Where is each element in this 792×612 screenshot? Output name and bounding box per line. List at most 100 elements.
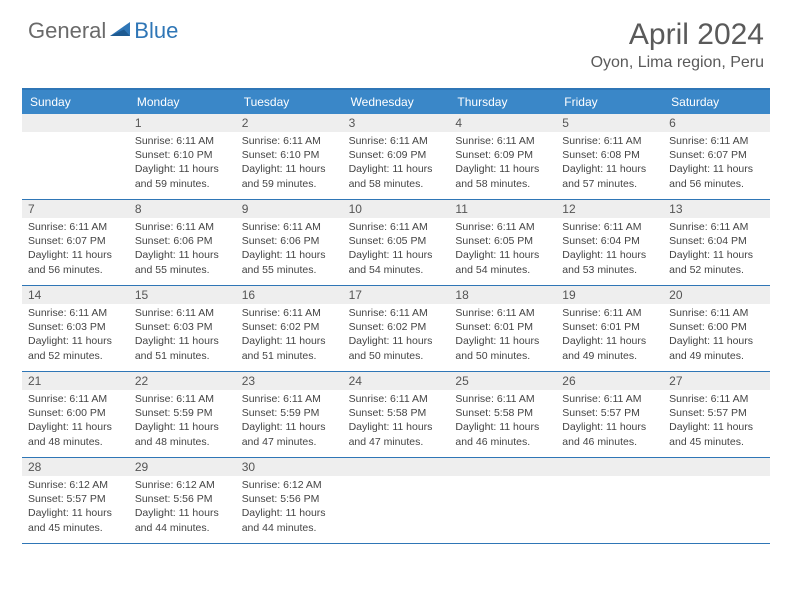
day-number: 17 <box>343 286 450 304</box>
calendar-cell: 14Sunrise: 6:11 AMSunset: 6:03 PMDayligh… <box>22 286 129 371</box>
cell-body: Sunrise: 6:11 AMSunset: 6:09 PMDaylight:… <box>343 132 450 195</box>
daylight-text: Daylight: 11 hours and 47 minutes. <box>349 420 444 448</box>
calendar-cell: 17Sunrise: 6:11 AMSunset: 6:02 PMDayligh… <box>343 286 450 371</box>
calendar-cell: 30Sunrise: 6:12 AMSunset: 5:56 PMDayligh… <box>236 458 343 543</box>
week-row: 7Sunrise: 6:11 AMSunset: 6:07 PMDaylight… <box>22 200 770 286</box>
day-number: 12 <box>556 200 663 218</box>
daylight-text: Daylight: 11 hours and 44 minutes. <box>242 506 337 534</box>
calendar-cell: 24Sunrise: 6:11 AMSunset: 5:58 PMDayligh… <box>343 372 450 457</box>
calendar-cell: 12Sunrise: 6:11 AMSunset: 6:04 PMDayligh… <box>556 200 663 285</box>
calendar-cell: 10Sunrise: 6:11 AMSunset: 6:05 PMDayligh… <box>343 200 450 285</box>
sunrise-text: Sunrise: 6:11 AM <box>349 134 444 148</box>
day-number: 3 <box>343 114 450 132</box>
daylight-text: Daylight: 11 hours and 57 minutes. <box>562 162 657 190</box>
day-number: 2 <box>236 114 343 132</box>
day-number: 19 <box>556 286 663 304</box>
week-row: 14Sunrise: 6:11 AMSunset: 6:03 PMDayligh… <box>22 286 770 372</box>
cell-body: Sunrise: 6:11 AMSunset: 6:09 PMDaylight:… <box>449 132 556 195</box>
daylight-text: Daylight: 11 hours and 46 minutes. <box>562 420 657 448</box>
day-header-monday: Monday <box>129 90 236 114</box>
calendar-cell: 22Sunrise: 6:11 AMSunset: 5:59 PMDayligh… <box>129 372 236 457</box>
week-row: 28Sunrise: 6:12 AMSunset: 5:57 PMDayligh… <box>22 458 770 544</box>
day-number: 8 <box>129 200 236 218</box>
weeks-container: 1Sunrise: 6:11 AMSunset: 6:10 PMDaylight… <box>22 114 770 544</box>
calendar: Sunday Monday Tuesday Wednesday Thursday… <box>22 88 770 544</box>
daylight-text: Daylight: 11 hours and 55 minutes. <box>242 248 337 276</box>
sunrise-text: Sunrise: 6:11 AM <box>669 220 764 234</box>
sunset-text: Sunset: 5:58 PM <box>455 406 550 420</box>
sunset-text: Sunset: 6:09 PM <box>455 148 550 162</box>
day-number: 15 <box>129 286 236 304</box>
sunrise-text: Sunrise: 6:11 AM <box>135 134 230 148</box>
cell-body: Sunrise: 6:11 AMSunset: 6:05 PMDaylight:… <box>449 218 556 281</box>
cell-body: Sunrise: 6:11 AMSunset: 5:59 PMDaylight:… <box>236 390 343 453</box>
cell-body: Sunrise: 6:12 AMSunset: 5:57 PMDaylight:… <box>22 476 129 539</box>
calendar-cell <box>556 458 663 543</box>
cell-body: Sunrise: 6:11 AMSunset: 5:58 PMDaylight:… <box>449 390 556 453</box>
calendar-cell: 1Sunrise: 6:11 AMSunset: 6:10 PMDaylight… <box>129 114 236 199</box>
daylight-text: Daylight: 11 hours and 56 minutes. <box>669 162 764 190</box>
sunset-text: Sunset: 6:08 PM <box>562 148 657 162</box>
sunset-text: Sunset: 6:00 PM <box>28 406 123 420</box>
sunrise-text: Sunrise: 6:11 AM <box>242 306 337 320</box>
day-number: 28 <box>22 458 129 476</box>
sunset-text: Sunset: 6:09 PM <box>349 148 444 162</box>
daylight-text: Daylight: 11 hours and 51 minutes. <box>242 334 337 362</box>
daylight-text: Daylight: 11 hours and 53 minutes. <box>562 248 657 276</box>
daylight-text: Daylight: 11 hours and 58 minutes. <box>455 162 550 190</box>
sunset-text: Sunset: 5:56 PM <box>242 492 337 506</box>
calendar-cell: 9Sunrise: 6:11 AMSunset: 6:06 PMDaylight… <box>236 200 343 285</box>
page-header: General Blue April 2024 Oyon, Lima regio… <box>0 0 792 80</box>
calendar-cell: 16Sunrise: 6:11 AMSunset: 6:02 PMDayligh… <box>236 286 343 371</box>
week-row: 1Sunrise: 6:11 AMSunset: 6:10 PMDaylight… <box>22 114 770 200</box>
sunset-text: Sunset: 6:03 PM <box>135 320 230 334</box>
daylight-text: Daylight: 11 hours and 59 minutes. <box>135 162 230 190</box>
location-label: Oyon, Lima region, Peru <box>591 54 764 72</box>
cell-body: Sunrise: 6:11 AMSunset: 6:06 PMDaylight:… <box>129 218 236 281</box>
day-number: 22 <box>129 372 236 390</box>
sunset-text: Sunset: 5:57 PM <box>562 406 657 420</box>
calendar-cell: 20Sunrise: 6:11 AMSunset: 6:00 PMDayligh… <box>663 286 770 371</box>
cell-body: Sunrise: 6:11 AMSunset: 6:02 PMDaylight:… <box>343 304 450 367</box>
day-number <box>22 114 129 132</box>
daylight-text: Daylight: 11 hours and 50 minutes. <box>455 334 550 362</box>
sunset-text: Sunset: 6:07 PM <box>28 234 123 248</box>
cell-body: Sunrise: 6:12 AMSunset: 5:56 PMDaylight:… <box>236 476 343 539</box>
sunrise-text: Sunrise: 6:11 AM <box>669 392 764 406</box>
sunset-text: Sunset: 5:59 PM <box>242 406 337 420</box>
calendar-cell: 13Sunrise: 6:11 AMSunset: 6:04 PMDayligh… <box>663 200 770 285</box>
sunrise-text: Sunrise: 6:11 AM <box>455 134 550 148</box>
sunrise-text: Sunrise: 6:12 AM <box>28 478 123 492</box>
day-number <box>449 458 556 476</box>
sunrise-text: Sunrise: 6:11 AM <box>455 306 550 320</box>
day-number: 26 <box>556 372 663 390</box>
day-number: 25 <box>449 372 556 390</box>
cell-body <box>449 476 556 482</box>
sunrise-text: Sunrise: 6:11 AM <box>28 306 123 320</box>
cell-body: Sunrise: 6:11 AMSunset: 6:00 PMDaylight:… <box>663 304 770 367</box>
day-number: 4 <box>449 114 556 132</box>
sunrise-text: Sunrise: 6:11 AM <box>28 392 123 406</box>
sunrise-text: Sunrise: 6:11 AM <box>28 220 123 234</box>
calendar-cell <box>22 114 129 199</box>
daylight-text: Daylight: 11 hours and 59 minutes. <box>242 162 337 190</box>
day-number: 10 <box>343 200 450 218</box>
day-number: 6 <box>663 114 770 132</box>
day-number: 29 <box>129 458 236 476</box>
cell-body: Sunrise: 6:11 AMSunset: 5:58 PMDaylight:… <box>343 390 450 453</box>
cell-body <box>343 476 450 482</box>
daylight-text: Daylight: 11 hours and 52 minutes. <box>28 334 123 362</box>
day-number: 5 <box>556 114 663 132</box>
daylight-text: Daylight: 11 hours and 49 minutes. <box>669 334 764 362</box>
cell-body: Sunrise: 6:11 AMSunset: 5:59 PMDaylight:… <box>129 390 236 453</box>
day-header-saturday: Saturday <box>663 90 770 114</box>
cell-body: Sunrise: 6:11 AMSunset: 6:03 PMDaylight:… <box>129 304 236 367</box>
calendar-cell <box>663 458 770 543</box>
daylight-text: Daylight: 11 hours and 52 minutes. <box>669 248 764 276</box>
sunrise-text: Sunrise: 6:12 AM <box>242 478 337 492</box>
cell-body: Sunrise: 6:11 AMSunset: 6:10 PMDaylight:… <box>129 132 236 195</box>
sunset-text: Sunset: 6:10 PM <box>135 148 230 162</box>
cell-body: Sunrise: 6:11 AMSunset: 6:07 PMDaylight:… <box>663 132 770 195</box>
daylight-text: Daylight: 11 hours and 54 minutes. <box>349 248 444 276</box>
cell-body: Sunrise: 6:11 AMSunset: 6:04 PMDaylight:… <box>663 218 770 281</box>
